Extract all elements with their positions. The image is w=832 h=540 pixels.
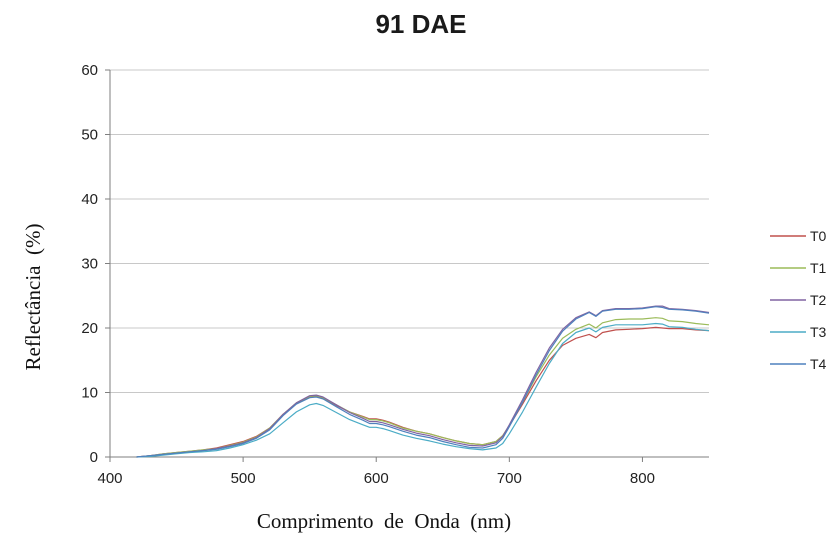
y-tick-label: 30 bbox=[81, 256, 98, 273]
x-tick-label: 700 bbox=[497, 470, 522, 487]
series-line-t2 bbox=[136, 305, 710, 458]
series-line-t3 bbox=[136, 322, 710, 458]
y-tick-label: 0 bbox=[90, 449, 98, 466]
x-tick-label: 800 bbox=[630, 470, 655, 487]
series-lines bbox=[136, 305, 710, 458]
series-line-t4 bbox=[136, 306, 710, 458]
x-axis-label: Comprimento de Onda (nm) bbox=[257, 509, 511, 533]
chart-title: 91 DAE bbox=[375, 9, 466, 39]
y-axis-label: Reflectância (%) bbox=[21, 224, 45, 371]
legend-label-t3: T3 bbox=[810, 324, 827, 340]
x-tick-label: 500 bbox=[231, 470, 256, 487]
tick-labels: 0 10 20 30 40 50 60 400 500 600 700 800 bbox=[81, 62, 655, 487]
x-tick-label: 600 bbox=[364, 470, 389, 487]
legend-label-t0: T0 bbox=[810, 228, 827, 244]
gridlines bbox=[110, 69, 709, 393]
legend-label-t1: T1 bbox=[810, 260, 827, 276]
y-tick-label: 10 bbox=[81, 385, 98, 402]
axes bbox=[105, 69, 709, 462]
legend-label-t2: T2 bbox=[810, 292, 827, 308]
y-tick-label: 20 bbox=[81, 320, 98, 337]
y-tick-label: 60 bbox=[81, 62, 98, 79]
y-tick-label: 40 bbox=[81, 191, 98, 208]
x-tick-label: 400 bbox=[97, 470, 122, 487]
legend-label-t4: T4 bbox=[810, 356, 827, 372]
legend: T0 T1 T2 T3 T4 bbox=[770, 228, 827, 372]
y-tick-label: 50 bbox=[81, 127, 98, 144]
